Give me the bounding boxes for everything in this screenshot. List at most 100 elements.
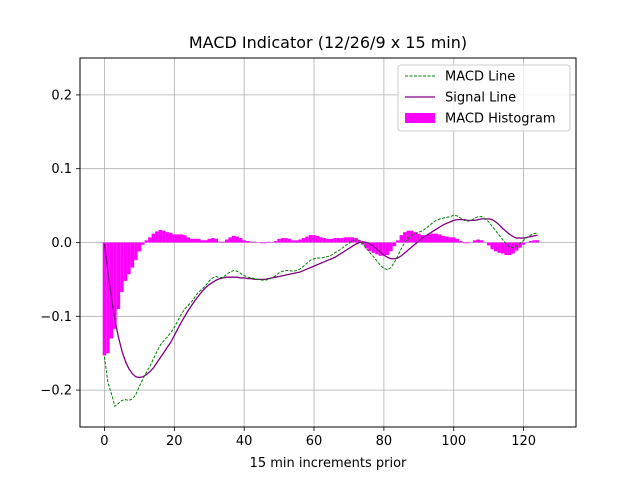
histogram-bar (472, 240, 477, 243)
histogram-bar (291, 240, 295, 243)
histogram-bar (144, 240, 149, 243)
macd-histogram (102, 229, 540, 356)
histogram-bar (445, 236, 449, 243)
legend-histogram-label: MACD Histogram (445, 112, 556, 127)
legend: MACD Line Signal Line MACD Histogram (397, 64, 571, 132)
histogram-bar (113, 242, 117, 329)
histogram-bar (315, 235, 320, 243)
histogram-bar (266, 241, 271, 243)
histogram-bar (340, 238, 344, 243)
histogram-bar (263, 242, 267, 244)
histogram-bar (500, 242, 505, 254)
histogram-bar (106, 242, 110, 354)
histogram-bar (151, 233, 156, 243)
histogram-bar (186, 237, 191, 243)
y-tick-label: 0.1 (51, 162, 72, 177)
histogram-bar (214, 238, 218, 243)
histogram-bar (190, 238, 194, 243)
histogram-bar (458, 241, 463, 243)
chart-title: MACD Indicator (12/26/9 x 15 min) (189, 33, 467, 52)
y-tick-label: 0.0 (51, 236, 72, 251)
histogram-bar (305, 236, 309, 243)
histogram-bar (441, 235, 446, 243)
histogram-bar (448, 237, 452, 243)
histogram-bar (130, 242, 135, 268)
histogram-bar (134, 242, 138, 261)
histogram-bar (385, 242, 390, 256)
histogram-bar (497, 242, 501, 253)
histogram-bar (172, 234, 177, 243)
x-tick-label: 40 (236, 434, 253, 449)
histogram-bar (364, 242, 369, 249)
histogram-bar (158, 229, 163, 243)
histogram-bar (462, 242, 466, 244)
histogram-bar (252, 241, 257, 243)
histogram-bar (396, 240, 400, 243)
histogram-bar (207, 238, 211, 243)
histogram-bar (336, 238, 341, 243)
histogram-bar (329, 238, 334, 243)
histogram-bar (403, 232, 407, 243)
signal-line (103, 218, 538, 379)
histogram-bar (116, 242, 121, 309)
histogram-bar (399, 235, 404, 243)
histogram-bar (169, 232, 173, 243)
histogram-bar (354, 238, 358, 243)
histogram-bar (127, 242, 131, 275)
histogram-bar (490, 242, 494, 250)
histogram-bar (102, 242, 107, 356)
histogram-bar (141, 242, 145, 245)
histogram-bar (221, 241, 225, 243)
histogram-bar (123, 242, 128, 281)
histogram-bar (294, 240, 299, 243)
histogram-bar (238, 238, 243, 243)
histogram-bar (298, 239, 302, 243)
histogram-bar (228, 237, 232, 243)
histogram-bar (249, 241, 253, 243)
histogram-bar (438, 234, 442, 243)
histogram-bar (259, 242, 264, 244)
legend-histogram-swatch (405, 113, 435, 123)
histogram-bar (389, 242, 393, 252)
histogram-bar (452, 237, 456, 243)
x-tick-label: 100 (441, 434, 466, 449)
histogram-bar (368, 242, 372, 252)
histogram-bar (532, 240, 536, 243)
histogram-bar (210, 238, 215, 243)
histogram-bar (392, 242, 397, 247)
histogram-bar (455, 238, 459, 243)
histogram-bar (322, 238, 327, 243)
histogram-bar (148, 237, 152, 243)
x-axis-label: 15 min increments prior (250, 456, 407, 471)
histogram-bar (200, 240, 204, 243)
x-tick-label: 60 (306, 434, 323, 449)
histogram-bar (287, 238, 292, 243)
histogram-bar (518, 242, 522, 248)
histogram-bar (382, 242, 386, 256)
histogram-bar (109, 242, 114, 339)
histogram-bar (486, 242, 491, 246)
x-tick-label: 80 (376, 434, 393, 449)
histogram-bar (120, 242, 124, 292)
histogram-bar (535, 240, 540, 243)
histogram-bar (507, 242, 512, 256)
histogram-bar (242, 240, 246, 243)
y-axis-ticks: −0.2 −0.1 0.0 0.1 0.2 (40, 88, 80, 399)
histogram-bar (197, 238, 201, 243)
histogram-bar (521, 242, 526, 245)
histogram-bar (493, 242, 498, 252)
histogram-bar (224, 239, 229, 243)
y-tick-label: −0.2 (40, 384, 72, 399)
histogram-bar (235, 236, 239, 243)
histogram-bar (410, 230, 414, 243)
histogram-bar (347, 237, 351, 243)
histogram-bar (378, 242, 383, 256)
histogram-bar (504, 242, 508, 256)
histogram-bar (406, 230, 411, 243)
histogram-bar (427, 234, 432, 243)
y-tick-label: 0.2 (51, 88, 72, 103)
histogram-bar (528, 241, 533, 243)
histogram-bar (431, 233, 435, 243)
histogram-bar (162, 230, 166, 243)
